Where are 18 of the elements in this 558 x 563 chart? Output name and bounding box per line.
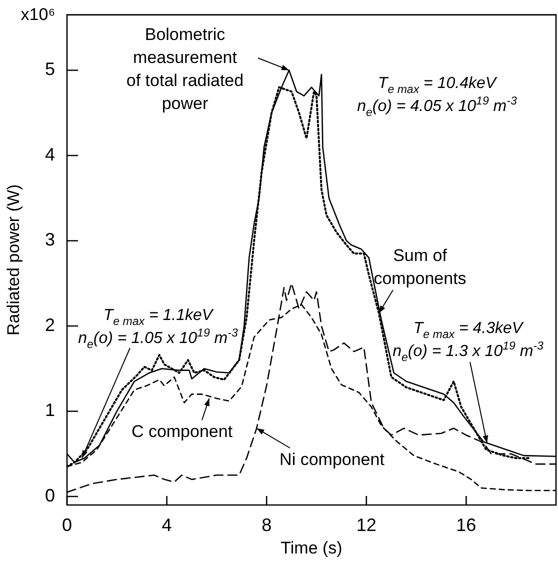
y-axis-title: Radiated power (W) <box>4 184 23 336</box>
x-tick-label: 16 <box>456 514 476 535</box>
annotation: Ni component <box>280 450 385 469</box>
y-tick-label: 4 <box>44 144 55 164</box>
x-tick-label: 0 <box>62 514 72 535</box>
annotation: Bolometric measurement of total radiated power <box>126 25 244 113</box>
text: x10⁶ <box>20 5 56 24</box>
x-tick-label: 8 <box>262 514 272 535</box>
annotation: C component <box>131 422 233 441</box>
x-axis-title: Time (s) <box>280 538 342 558</box>
x-tick-label: 12 <box>356 514 376 535</box>
y-tick-label: 5 <box>44 59 55 80</box>
y-tick-label: 0 <box>44 485 55 506</box>
x-tick-label: 4 <box>162 514 172 535</box>
y-tick-label: 2 <box>44 314 55 335</box>
annotation: Sum of components <box>374 246 466 288</box>
y-tick-label: 1 <box>44 400 55 420</box>
y-tick-label: 3 <box>44 230 55 250</box>
